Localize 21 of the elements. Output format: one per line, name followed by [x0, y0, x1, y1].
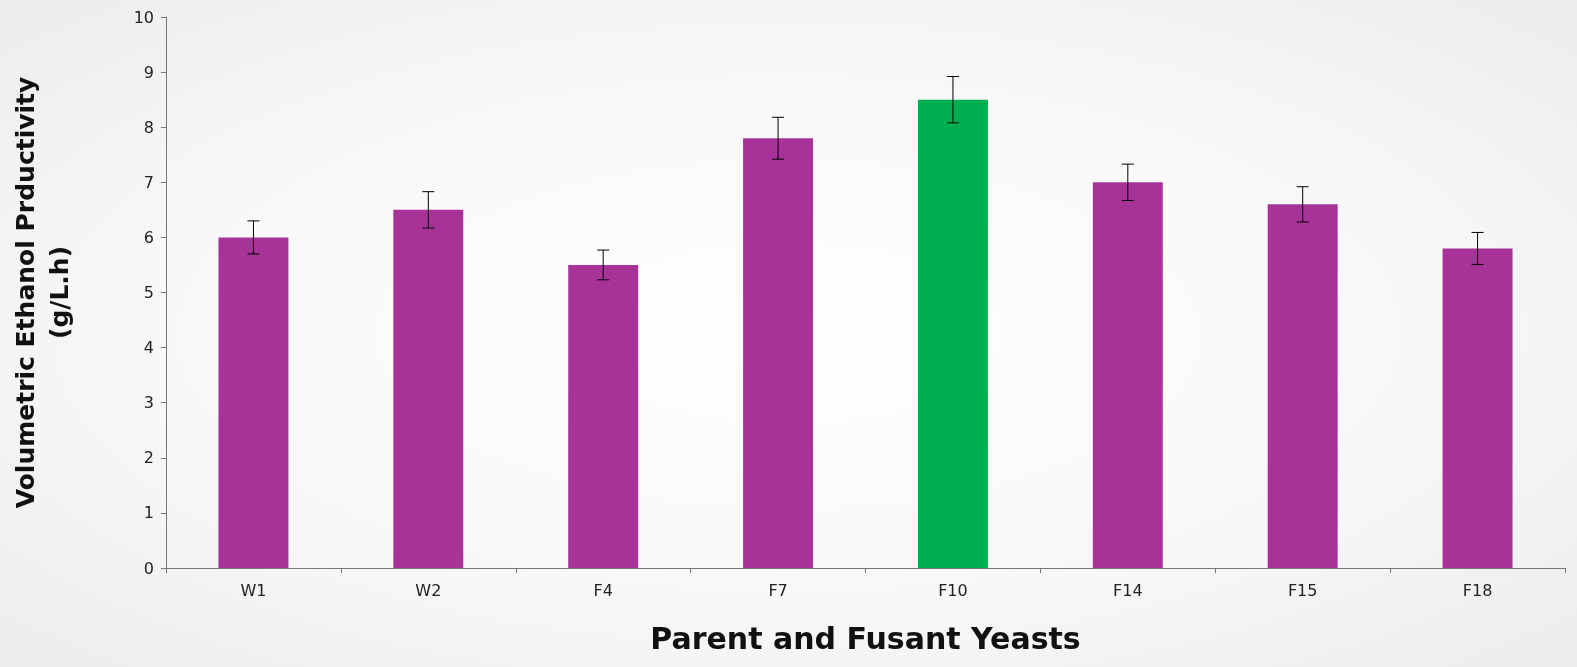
y-tick-label: 5: [143, 283, 154, 302]
y-tick-label: 10: [133, 7, 154, 27]
y-tick-label: 6: [143, 227, 154, 247]
x-tick-label: F18: [1462, 580, 1493, 600]
x-tick-label: F14: [1113, 580, 1143, 600]
x-tick-label: F4: [593, 580, 613, 600]
y-tick-label: 2: [143, 448, 154, 468]
y-tick-label: 3: [143, 393, 154, 413]
y-tick-label: 0: [143, 558, 154, 578]
y-axis-title: Volumetric Ethanol Prductivity (g/L.h): [10, 76, 74, 509]
x-tick-label: F7: [768, 580, 788, 600]
x-tick-label: W1: [240, 580, 267, 600]
x-tick-label: W2: [415, 580, 442, 600]
y-tick-label: 7: [143, 172, 154, 192]
y-tick-label: 1: [143, 503, 154, 523]
x-tick-label: F15: [1287, 580, 1318, 600]
y-tick-label: 8: [143, 117, 154, 137]
y-tick-label: 4: [143, 338, 154, 358]
x-tick-label: F10: [938, 580, 968, 600]
y-tick-label: 9: [143, 62, 154, 82]
x-axis-title: Parent and Fusant Yeasts: [650, 620, 1081, 656]
